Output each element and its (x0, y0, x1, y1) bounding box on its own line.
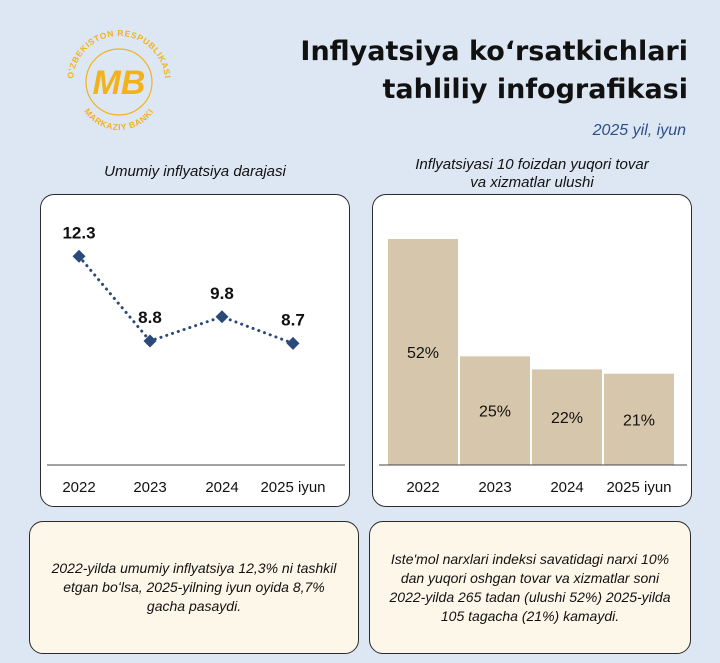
page-title-line-1: Inflyatsiya koʻrsatkichlari (300, 36, 688, 67)
inflation-data-label: 9.8 (210, 284, 234, 303)
inflation-line-chart-card: 12.3 8.8 9.8 8.7 2022 2023 2024 2025 iyun (40, 194, 350, 507)
logo-text-bottom: MARKAZIY BANKI (82, 106, 155, 132)
share-bar-data-label: 52% (407, 345, 439, 362)
left-panel-title: Umumiy inflyatsiya darajasi (104, 163, 286, 180)
share-bar-2022 (388, 239, 458, 465)
logo-ring (85, 48, 153, 116)
share-bar-data-label: 21% (623, 412, 655, 429)
bar-chart-x-tick-label: 2025 iyun (606, 479, 671, 496)
bar-chart-x-tick-label: 2023 (478, 479, 511, 496)
inflation-data-label: 8.7 (281, 310, 305, 329)
inflation-series-line (77, 254, 295, 345)
line-chart-x-tick-label: 2022 (62, 479, 95, 496)
right-note: Iste'mol narxlari indeksi savatidagi nar… (369, 521, 691, 654)
page-title: Inflyatsiya koʻrsatkichlari tahliliy inf… (300, 33, 688, 109)
inflation-point-2024 (215, 310, 229, 324)
share-bar-2024 (532, 369, 602, 465)
bar-chart-x-tick-label: 2022 (406, 479, 439, 496)
central-bank-logo: O'ZBEKISTON RESPUBLIKASI MARKAZIY BANKI … (55, 18, 183, 146)
inflation-point-2025 iyun (286, 336, 300, 350)
share-bar-2025 iyun (604, 373, 674, 465)
line-chart-x-tick-label: 2023 (133, 479, 166, 496)
inflation-point-2023 (143, 334, 157, 348)
inflation-data-label: 12.3 (62, 223, 95, 242)
right-note-text: Iste'mol narxlari indeksi savatidagi nar… (389, 550, 671, 624)
inflation-line-chart: 12.3 8.8 9.8 8.7 2022 2023 2024 2025 iyun (47, 223, 345, 496)
right-panel-title-line-1: Inflyatsiyasi 10 foizdan yuqori tovar (415, 156, 649, 173)
share-bar-chart-card: 52% 25% 22% 21% 2022 2023 2024 2025 iyun (372, 194, 692, 507)
left-note: 2022-yilda umumiy inflyatsiya 12,3% ni t… (29, 521, 359, 654)
right-panel-title: Inflyatsiyasi 10 foizdan yuqori tovar va… (372, 156, 692, 192)
page-title-line-2: tahliliy infografikasi (382, 74, 688, 105)
right-panel-title-line-2: va xizmatlar ulushi (470, 174, 594, 191)
logo-monogram: MB (93, 64, 146, 102)
line-chart-x-tick-label: 2025 iyun (260, 479, 325, 496)
share-bar-data-label: 25% (479, 404, 511, 421)
report-date: 2025 yil, iyun (592, 122, 686, 139)
left-note-text: 2022-yilda umumiy inflyatsiya 12,3% ni t… (51, 560, 337, 614)
share-bar-2023 (460, 356, 530, 465)
share-bar-data-label: 22% (551, 410, 583, 427)
bar-chart-x-tick-label: 2024 (550, 479, 583, 496)
line-chart-x-tick-label: 2024 (205, 479, 238, 496)
inflation-data-label: 8.8 (138, 308, 162, 327)
inflation-point-2022 (72, 249, 86, 263)
share-bar-chart: 52% 25% 22% 21% 2022 2023 2024 2025 iyun (379, 239, 687, 496)
